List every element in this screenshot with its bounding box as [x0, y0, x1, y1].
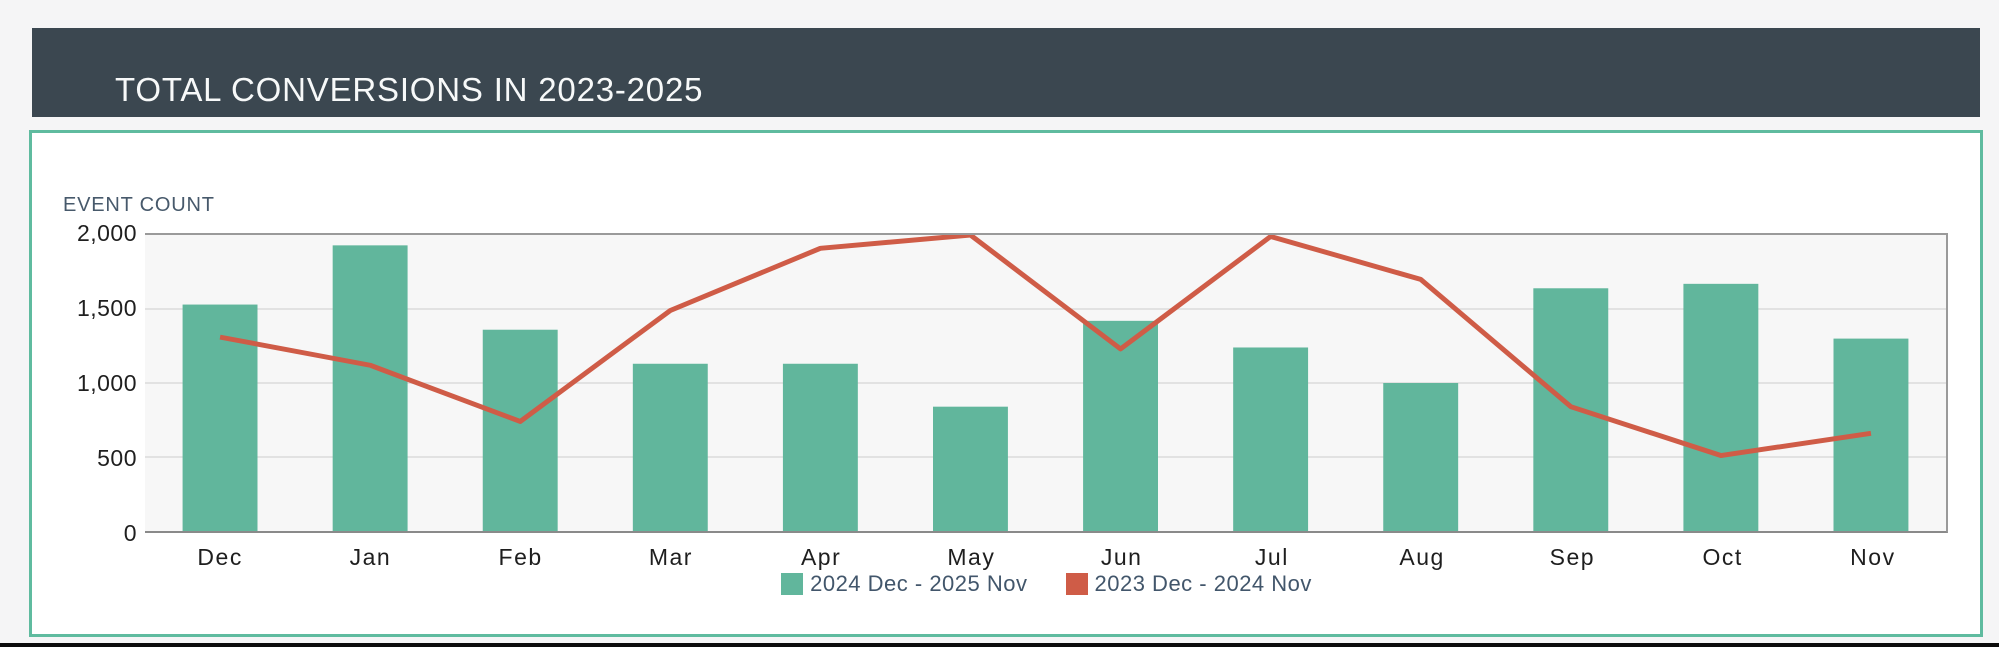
bar-aug[interactable]: [1383, 383, 1459, 531]
bar-jul[interactable]: [1233, 347, 1309, 531]
legend-label: 2024 Dec - 2025 Nov: [810, 571, 1028, 596]
bottom-edge-divider: [0, 643, 1999, 647]
x-tick-label-jul: Jul: [1254, 544, 1289, 570]
legend-swatch: [781, 573, 804, 595]
x-tick-label-jun: Jun: [1100, 544, 1143, 570]
x-tick-label-nov: Nov: [1850, 544, 1896, 570]
y-tick-label: 1,500: [76, 295, 137, 321]
x-tick-label-sep: Sep: [1549, 544, 1596, 570]
chart-legend: 2024 Dec - 2025 Nov 2023 Dec - 2024 Nov: [145, 572, 1948, 596]
y-tick-label: 1,000: [76, 370, 137, 396]
y-tick-label: 2,000: [76, 220, 137, 246]
header-bar: TOTAL CONVERSIONS IN 2023-2025: [32, 28, 1980, 117]
x-tick-label-apr: Apr: [800, 544, 842, 570]
x-tick-label-may: May: [947, 544, 996, 570]
x-tick-label-dec: Dec: [197, 544, 243, 570]
bar-jun[interactable]: [1083, 320, 1158, 531]
x-tick-label-feb: Feb: [498, 544, 543, 570]
legend-item-line[interactable]: 2023 Dec - 2024 Nov: [1065, 571, 1312, 596]
bar-mar[interactable]: [632, 363, 708, 531]
y-tick-label: 0: [123, 520, 137, 546]
bar-may[interactable]: [932, 406, 1008, 531]
legend-label: 2023 Dec - 2024 Nov: [1094, 571, 1312, 596]
y-tick-label: 500: [97, 445, 137, 471]
legend-item-bars[interactable]: 2024 Dec - 2025 Nov: [781, 572, 1027, 596]
plot-area: [145, 233, 1948, 533]
bar-jan[interactable]: [332, 245, 408, 531]
x-axis-labels: Dec Jan Feb Mar Apr May Jun Jul Aug Sep Oct Nov: [145, 543, 1948, 571]
x-tick-label-oct: Oct: [1702, 544, 1743, 570]
y-axis-labels: 0 500 1,000 1,500 2,000: [0, 220, 137, 546]
line-series[interactable]: [219, 235, 1872, 458]
y-axis-title: EVENT COUNT: [63, 194, 215, 216]
chart-canvas[interactable]: [145, 235, 1946, 531]
bar-oct[interactable]: [1683, 283, 1759, 531]
x-tick-label-mar: Mar: [648, 544, 693, 570]
bar-sep[interactable]: [1533, 288, 1609, 531]
x-tick-label-jan: Jan: [349, 544, 392, 570]
x-tick-label-aug: Aug: [1399, 544, 1445, 570]
bar-apr[interactable]: [782, 363, 858, 531]
page-title: TOTAL CONVERSIONS IN 2023-2025: [115, 71, 704, 108]
legend-swatch: [1065, 573, 1088, 595]
bar-feb[interactable]: [482, 329, 558, 531]
